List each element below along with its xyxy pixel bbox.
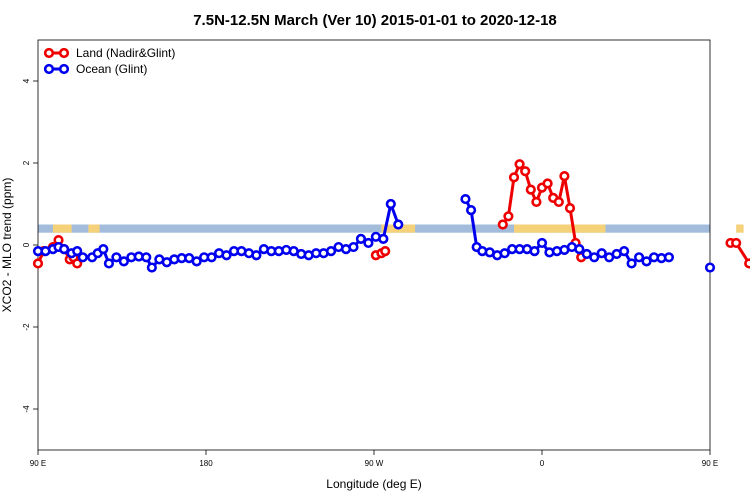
- x-axis: 90 E 180 90 W 0 90 E: [30, 450, 718, 468]
- data-point: [499, 248, 510, 259]
- land-band-segment: [88, 224, 100, 233]
- data-point: [626, 258, 637, 269]
- data-point: [206, 252, 217, 263]
- y-tick-label: 4: [22, 78, 31, 83]
- legend-marker: [58, 63, 70, 75]
- data-point: [98, 244, 109, 255]
- data-point: [508, 172, 520, 183]
- data-point: [460, 193, 471, 205]
- y-tick-label: 0: [22, 242, 31, 247]
- land-band-segment: [736, 224, 744, 233]
- data-point: [141, 252, 152, 263]
- land-band-segment: [514, 224, 606, 233]
- data-point: [191, 256, 202, 267]
- data-point: [536, 237, 548, 249]
- data-point: [744, 258, 750, 269]
- y-tick-label: -2: [22, 323, 31, 331]
- y-axis-label: XCO2 - MLO trend (ppm): [0, 178, 14, 313]
- data-point: [574, 244, 585, 255]
- data-point: [111, 252, 122, 263]
- plot-frame: [37, 39, 711, 451]
- data-point: [559, 171, 570, 182]
- y-tick-label: 2: [22, 160, 31, 165]
- x-tick-label: 0: [540, 459, 545, 468]
- data-point: [596, 248, 607, 259]
- data-point: [589, 252, 600, 263]
- data-point: [103, 258, 115, 269]
- data-point: [72, 246, 83, 257]
- data-point: [503, 211, 514, 222]
- data-point: [619, 246, 630, 257]
- data-point: [118, 256, 129, 267]
- data-point: [32, 258, 44, 269]
- data-point: [355, 233, 367, 244]
- data-point: [325, 246, 337, 257]
- data-point: [497, 219, 508, 230]
- series-layer: [32, 159, 750, 273]
- data-point: [520, 166, 531, 177]
- data-point: [378, 233, 389, 244]
- x-tick-label: 90 W: [365, 459, 384, 468]
- chart-title: 7.5N-12.5N March (Ver 10) 2015-01-01 to …: [193, 12, 557, 29]
- data-point: [525, 184, 536, 195]
- data-point: [221, 250, 232, 261]
- data-point: [465, 205, 477, 216]
- data-point: [393, 219, 404, 230]
- series-ocean: [32, 193, 716, 273]
- series-land: [32, 159, 750, 269]
- x-axis-label: Longitude (deg E): [326, 477, 421, 491]
- data-point: [514, 159, 525, 170]
- legend-label: Land (Nadir&Glint): [76, 46, 175, 60]
- data-point: [146, 262, 157, 273]
- y-axis: -4 -2 0 2 4: [22, 78, 38, 413]
- legend-marker: [43, 63, 55, 75]
- land-band-segment: [52, 224, 72, 233]
- data-point: [72, 258, 83, 269]
- data-point: [363, 237, 374, 249]
- legend-marker: [43, 47, 55, 59]
- legend-label: Ocean (Glint): [76, 62, 147, 76]
- data-point: [529, 246, 540, 257]
- legend: Land (Nadir&Glint) Ocean (Glint): [43, 46, 175, 76]
- data-point: [663, 252, 675, 263]
- data-point: [251, 250, 262, 261]
- data-point: [385, 198, 396, 210]
- data-point: [564, 203, 576, 214]
- data-point: [731, 237, 742, 249]
- data-point: [380, 246, 391, 257]
- x-tick-label: 180: [199, 459, 213, 468]
- data-point: [704, 262, 716, 273]
- data-point: [553, 196, 564, 208]
- ocean-band: [38, 224, 710, 233]
- data-point: [531, 196, 542, 208]
- x-tick-label: 90 E: [702, 459, 718, 468]
- y-tick-label: -4: [22, 405, 31, 413]
- data-point: [641, 256, 652, 267]
- data-point: [542, 178, 553, 189]
- data-point: [77, 252, 88, 263]
- data-point: [348, 241, 359, 253]
- data-point: [59, 244, 70, 255]
- data-point: [633, 252, 645, 263]
- legend-marker: [58, 47, 70, 59]
- x-tick-label: 90 E: [30, 459, 46, 468]
